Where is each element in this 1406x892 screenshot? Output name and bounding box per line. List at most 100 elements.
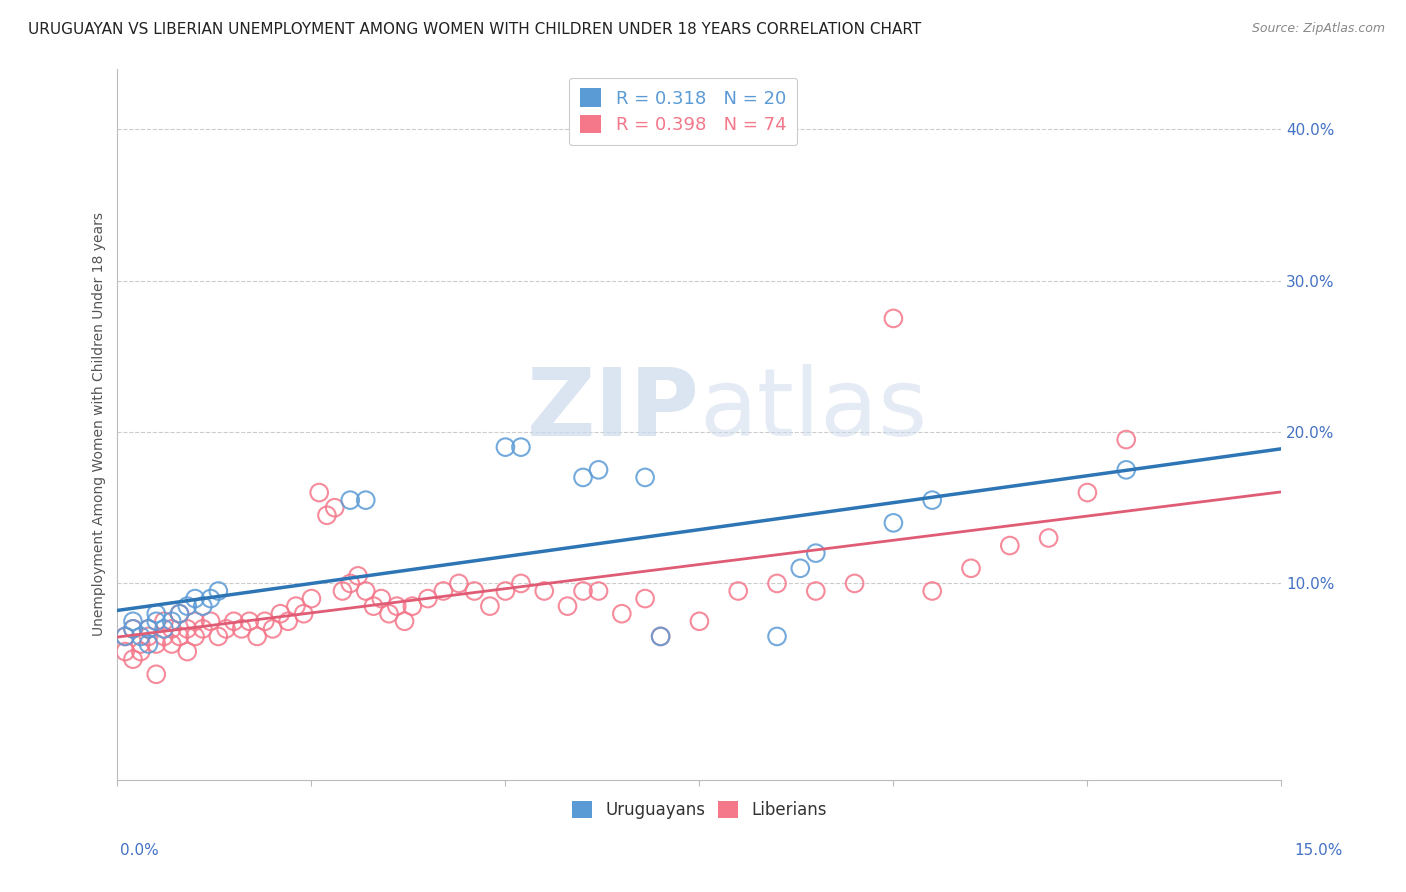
Point bbox=[1115, 463, 1137, 477]
Point bbox=[169, 607, 191, 621]
Point bbox=[789, 561, 811, 575]
Point bbox=[160, 637, 183, 651]
Point bbox=[478, 599, 501, 614]
Point bbox=[401, 599, 423, 614]
Point bbox=[1076, 485, 1098, 500]
Point bbox=[347, 569, 370, 583]
Point bbox=[844, 576, 866, 591]
Point bbox=[138, 629, 160, 643]
Point bbox=[370, 591, 392, 606]
Point bbox=[129, 644, 152, 658]
Point bbox=[339, 493, 361, 508]
Point bbox=[184, 629, 207, 643]
Point bbox=[122, 652, 145, 666]
Point bbox=[634, 591, 657, 606]
Point bbox=[572, 470, 595, 484]
Point bbox=[122, 615, 145, 629]
Point bbox=[588, 584, 610, 599]
Point bbox=[766, 629, 789, 643]
Point bbox=[650, 629, 672, 643]
Point bbox=[277, 615, 299, 629]
Point bbox=[191, 622, 214, 636]
Point bbox=[129, 629, 152, 643]
Point bbox=[494, 584, 516, 599]
Point bbox=[145, 637, 167, 651]
Point bbox=[510, 440, 533, 454]
Point bbox=[634, 470, 657, 484]
Point bbox=[921, 493, 943, 508]
Text: ZIP: ZIP bbox=[526, 364, 699, 456]
Point bbox=[463, 584, 485, 599]
Point bbox=[169, 607, 191, 621]
Point bbox=[114, 644, 136, 658]
Point bbox=[804, 546, 827, 560]
Point bbox=[378, 607, 401, 621]
Point bbox=[339, 576, 361, 591]
Point bbox=[138, 637, 160, 651]
Point bbox=[160, 615, 183, 629]
Point bbox=[238, 615, 260, 629]
Point bbox=[153, 629, 176, 643]
Text: URUGUAYAN VS LIBERIAN UNEMPLOYMENT AMONG WOMEN WITH CHILDREN UNDER 18 YEARS CORR: URUGUAYAN VS LIBERIAN UNEMPLOYMENT AMONG… bbox=[28, 22, 921, 37]
Point bbox=[222, 615, 245, 629]
Point bbox=[153, 615, 176, 629]
Text: atlas: atlas bbox=[699, 364, 928, 456]
Point bbox=[882, 311, 904, 326]
Point bbox=[688, 615, 710, 629]
Point bbox=[114, 629, 136, 643]
Point bbox=[145, 607, 167, 621]
Point bbox=[200, 591, 222, 606]
Point bbox=[215, 622, 238, 636]
Point bbox=[114, 629, 136, 643]
Point bbox=[533, 584, 555, 599]
Text: 0.0%: 0.0% bbox=[120, 843, 159, 858]
Point bbox=[960, 561, 983, 575]
Point bbox=[610, 607, 633, 621]
Point bbox=[129, 637, 152, 651]
Point bbox=[200, 615, 222, 629]
Point bbox=[557, 599, 579, 614]
Point bbox=[385, 599, 408, 614]
Point bbox=[138, 622, 160, 636]
Point bbox=[727, 584, 749, 599]
Point bbox=[921, 584, 943, 599]
Point bbox=[332, 584, 354, 599]
Point bbox=[804, 584, 827, 599]
Point bbox=[416, 591, 439, 606]
Legend: Uruguayans, Liberians: Uruguayans, Liberians bbox=[565, 794, 834, 825]
Point bbox=[572, 584, 595, 599]
Point bbox=[207, 629, 229, 643]
Point bbox=[176, 599, 198, 614]
Point bbox=[184, 591, 207, 606]
Point bbox=[176, 622, 198, 636]
Point bbox=[882, 516, 904, 530]
Point bbox=[1038, 531, 1060, 545]
Text: 15.0%: 15.0% bbox=[1295, 843, 1343, 858]
Point bbox=[207, 584, 229, 599]
Text: Source: ZipAtlas.com: Source: ZipAtlas.com bbox=[1251, 22, 1385, 36]
Point bbox=[510, 576, 533, 591]
Point bbox=[301, 591, 323, 606]
Point bbox=[184, 615, 207, 629]
Point bbox=[354, 493, 377, 508]
Point bbox=[316, 508, 339, 523]
Point bbox=[138, 622, 160, 636]
Point bbox=[269, 607, 291, 621]
Point bbox=[998, 539, 1021, 553]
Point bbox=[262, 622, 284, 636]
Point bbox=[766, 576, 789, 591]
Point bbox=[494, 440, 516, 454]
Point bbox=[650, 629, 672, 643]
Point bbox=[588, 463, 610, 477]
Point bbox=[323, 500, 346, 515]
Point bbox=[363, 599, 385, 614]
Point bbox=[284, 599, 307, 614]
Point bbox=[432, 584, 454, 599]
Point bbox=[231, 622, 253, 636]
Point bbox=[145, 615, 167, 629]
Point bbox=[394, 615, 416, 629]
Point bbox=[253, 615, 276, 629]
Point bbox=[176, 644, 198, 658]
Point bbox=[160, 622, 183, 636]
Y-axis label: Unemployment Among Women with Children Under 18 years: Unemployment Among Women with Children U… bbox=[93, 212, 107, 636]
